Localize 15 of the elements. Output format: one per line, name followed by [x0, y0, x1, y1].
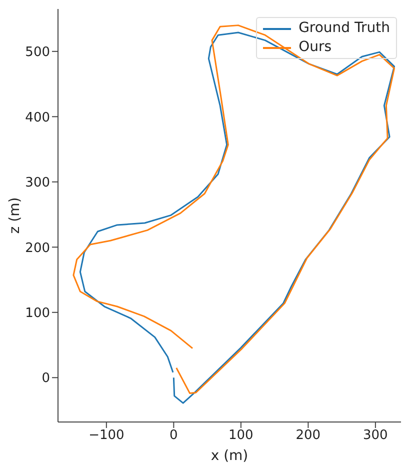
- x-tick-label: 0: [170, 428, 178, 444]
- y-tick-label: 300: [25, 176, 50, 191]
- y-tick-label: 100: [25, 306, 50, 322]
- y-tick-label: 200: [25, 240, 50, 256]
- x-tick-label: 100: [228, 428, 254, 444]
- x-tick-label: 300: [363, 428, 388, 444]
- x-axis-title: x (m): [210, 448, 248, 464]
- x-tick-label: −100: [88, 428, 124, 444]
- y-tick-label: 400: [25, 110, 50, 126]
- y-axis-title: z (m): [6, 197, 23, 234]
- y-tick-label: 500: [25, 45, 50, 60]
- legend-label: Ours: [298, 38, 332, 57]
- legend-label: Ground Truth: [298, 19, 390, 38]
- x-tick-label: 200: [296, 428, 321, 444]
- y-tick-label: 0: [42, 371, 50, 386]
